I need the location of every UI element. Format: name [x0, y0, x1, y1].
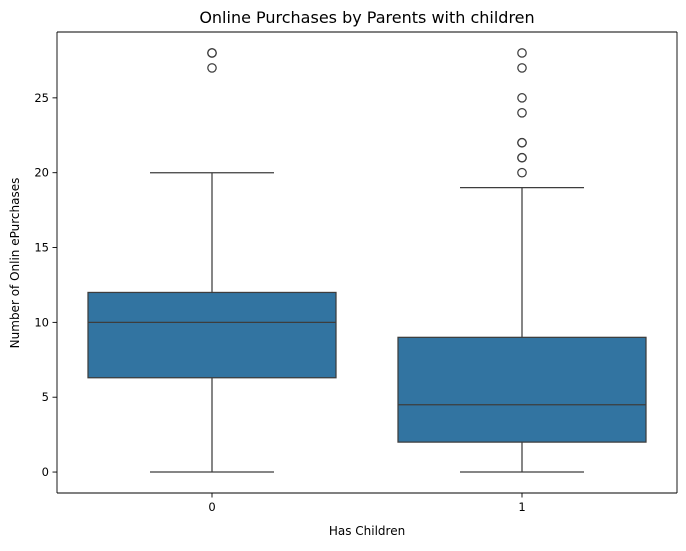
- plot-area: 0 5 10 15 20 25 0 1: [34, 31, 678, 514]
- x-axis-label: Has Children: [329, 524, 405, 538]
- outlier-point: [517, 137, 527, 148]
- box-group-0: [87, 48, 337, 473]
- y-tick-label: 15: [34, 241, 49, 255]
- iqr-box: [397, 336, 647, 443]
- outlier-point: [517, 152, 527, 163]
- outlier-point: [517, 167, 527, 178]
- outlier-point: [517, 48, 527, 58]
- y-tick-label: 0: [42, 465, 49, 479]
- x-tick-label: 1: [518, 500, 525, 514]
- iqr-box: [87, 291, 337, 379]
- y-axis-label: Number of Onlin ePurchases: [8, 178, 22, 349]
- y-tick-label: 5: [42, 390, 49, 404]
- outlier-point: [517, 93, 527, 103]
- box-group-1: [397, 48, 647, 473]
- y-tick-label: 10: [34, 315, 49, 329]
- outlier-point: [207, 63, 217, 73]
- chart-title: Online Purchases by Parents with childre…: [199, 8, 534, 27]
- y-tick-label: 20: [34, 166, 49, 180]
- x-tick-label: 0: [208, 500, 215, 514]
- outlier-point: [517, 107, 527, 118]
- outlier-point: [207, 48, 217, 58]
- y-tick-label: 25: [34, 91, 49, 105]
- outlier-point: [517, 63, 527, 73]
